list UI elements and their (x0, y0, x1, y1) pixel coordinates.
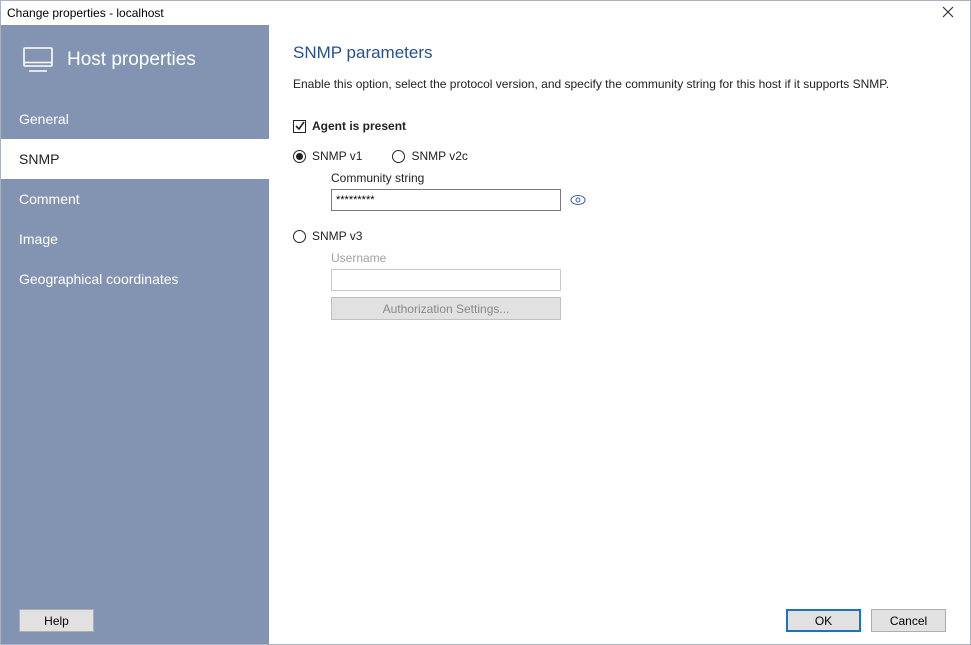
sidebar-title: Host properties (67, 49, 196, 71)
snmp-version-row: SNMP v1 SNMP v2c (293, 149, 946, 163)
ok-button[interactable]: OK (786, 609, 861, 632)
sidebar-item-image[interactable]: Image (1, 219, 269, 259)
radio-icon (293, 230, 306, 243)
page-description: Enable this option, select the protocol … (293, 77, 946, 91)
sidebar-header: Host properties (1, 25, 269, 99)
window-title: Change properties - localhost (7, 6, 164, 20)
help-row: Help (19, 609, 94, 632)
sidebar-item-comment[interactable]: Comment (1, 179, 269, 219)
footer-buttons: OK Cancel (786, 609, 946, 632)
community-string-input[interactable] (331, 189, 561, 211)
close-button[interactable] (930, 1, 966, 23)
eye-icon (570, 194, 586, 206)
radio-snmp-v2c[interactable]: SNMP v2c (392, 149, 467, 163)
agent-present-label: Agent is present (312, 119, 406, 133)
monitor-icon (23, 47, 53, 73)
close-icon (942, 6, 954, 18)
sidebar-item-snmp[interactable]: SNMP (1, 139, 269, 179)
radio-snmp-v3-label: SNMP v3 (312, 229, 362, 243)
sidebar: Host properties General SNMP Comment Ima… (1, 25, 269, 644)
radio-snmp-v3[interactable]: SNMP v3 (293, 229, 946, 243)
content-panel: SNMP parameters Enable this option, sele… (269, 25, 970, 644)
radio-snmp-v1-label: SNMP v1 (312, 149, 362, 163)
dialog-body: Host properties General SNMP Comment Ima… (1, 25, 970, 644)
community-input-row (331, 189, 946, 211)
cancel-button[interactable]: Cancel (871, 609, 946, 632)
snmp-v3-section: SNMP v3 Username Authorization Settings.… (293, 229, 946, 320)
username-label: Username (331, 251, 946, 265)
username-input[interactable] (331, 269, 561, 291)
radio-icon (293, 150, 306, 163)
sidebar-item-geo[interactable]: Geographical coordinates (1, 259, 269, 299)
reveal-password-button[interactable] (569, 191, 587, 209)
radio-snmp-v2c-label: SNMP v2c (411, 149, 467, 163)
sidebar-item-general[interactable]: General (1, 99, 269, 139)
community-block: Community string (331, 171, 946, 211)
agent-present-checkbox[interactable]: Agent is present (293, 119, 946, 133)
check-icon (293, 120, 306, 133)
authorization-settings-button[interactable]: Authorization Settings... (331, 297, 561, 320)
radio-snmp-v1[interactable]: SNMP v1 (293, 149, 362, 163)
help-button[interactable]: Help (19, 609, 94, 632)
radio-icon (392, 150, 405, 163)
page-title: SNMP parameters (293, 43, 946, 63)
titlebar: Change properties - localhost (1, 1, 970, 25)
community-label: Community string (331, 171, 946, 185)
v3-username-block: Username Authorization Settings... (331, 251, 946, 320)
